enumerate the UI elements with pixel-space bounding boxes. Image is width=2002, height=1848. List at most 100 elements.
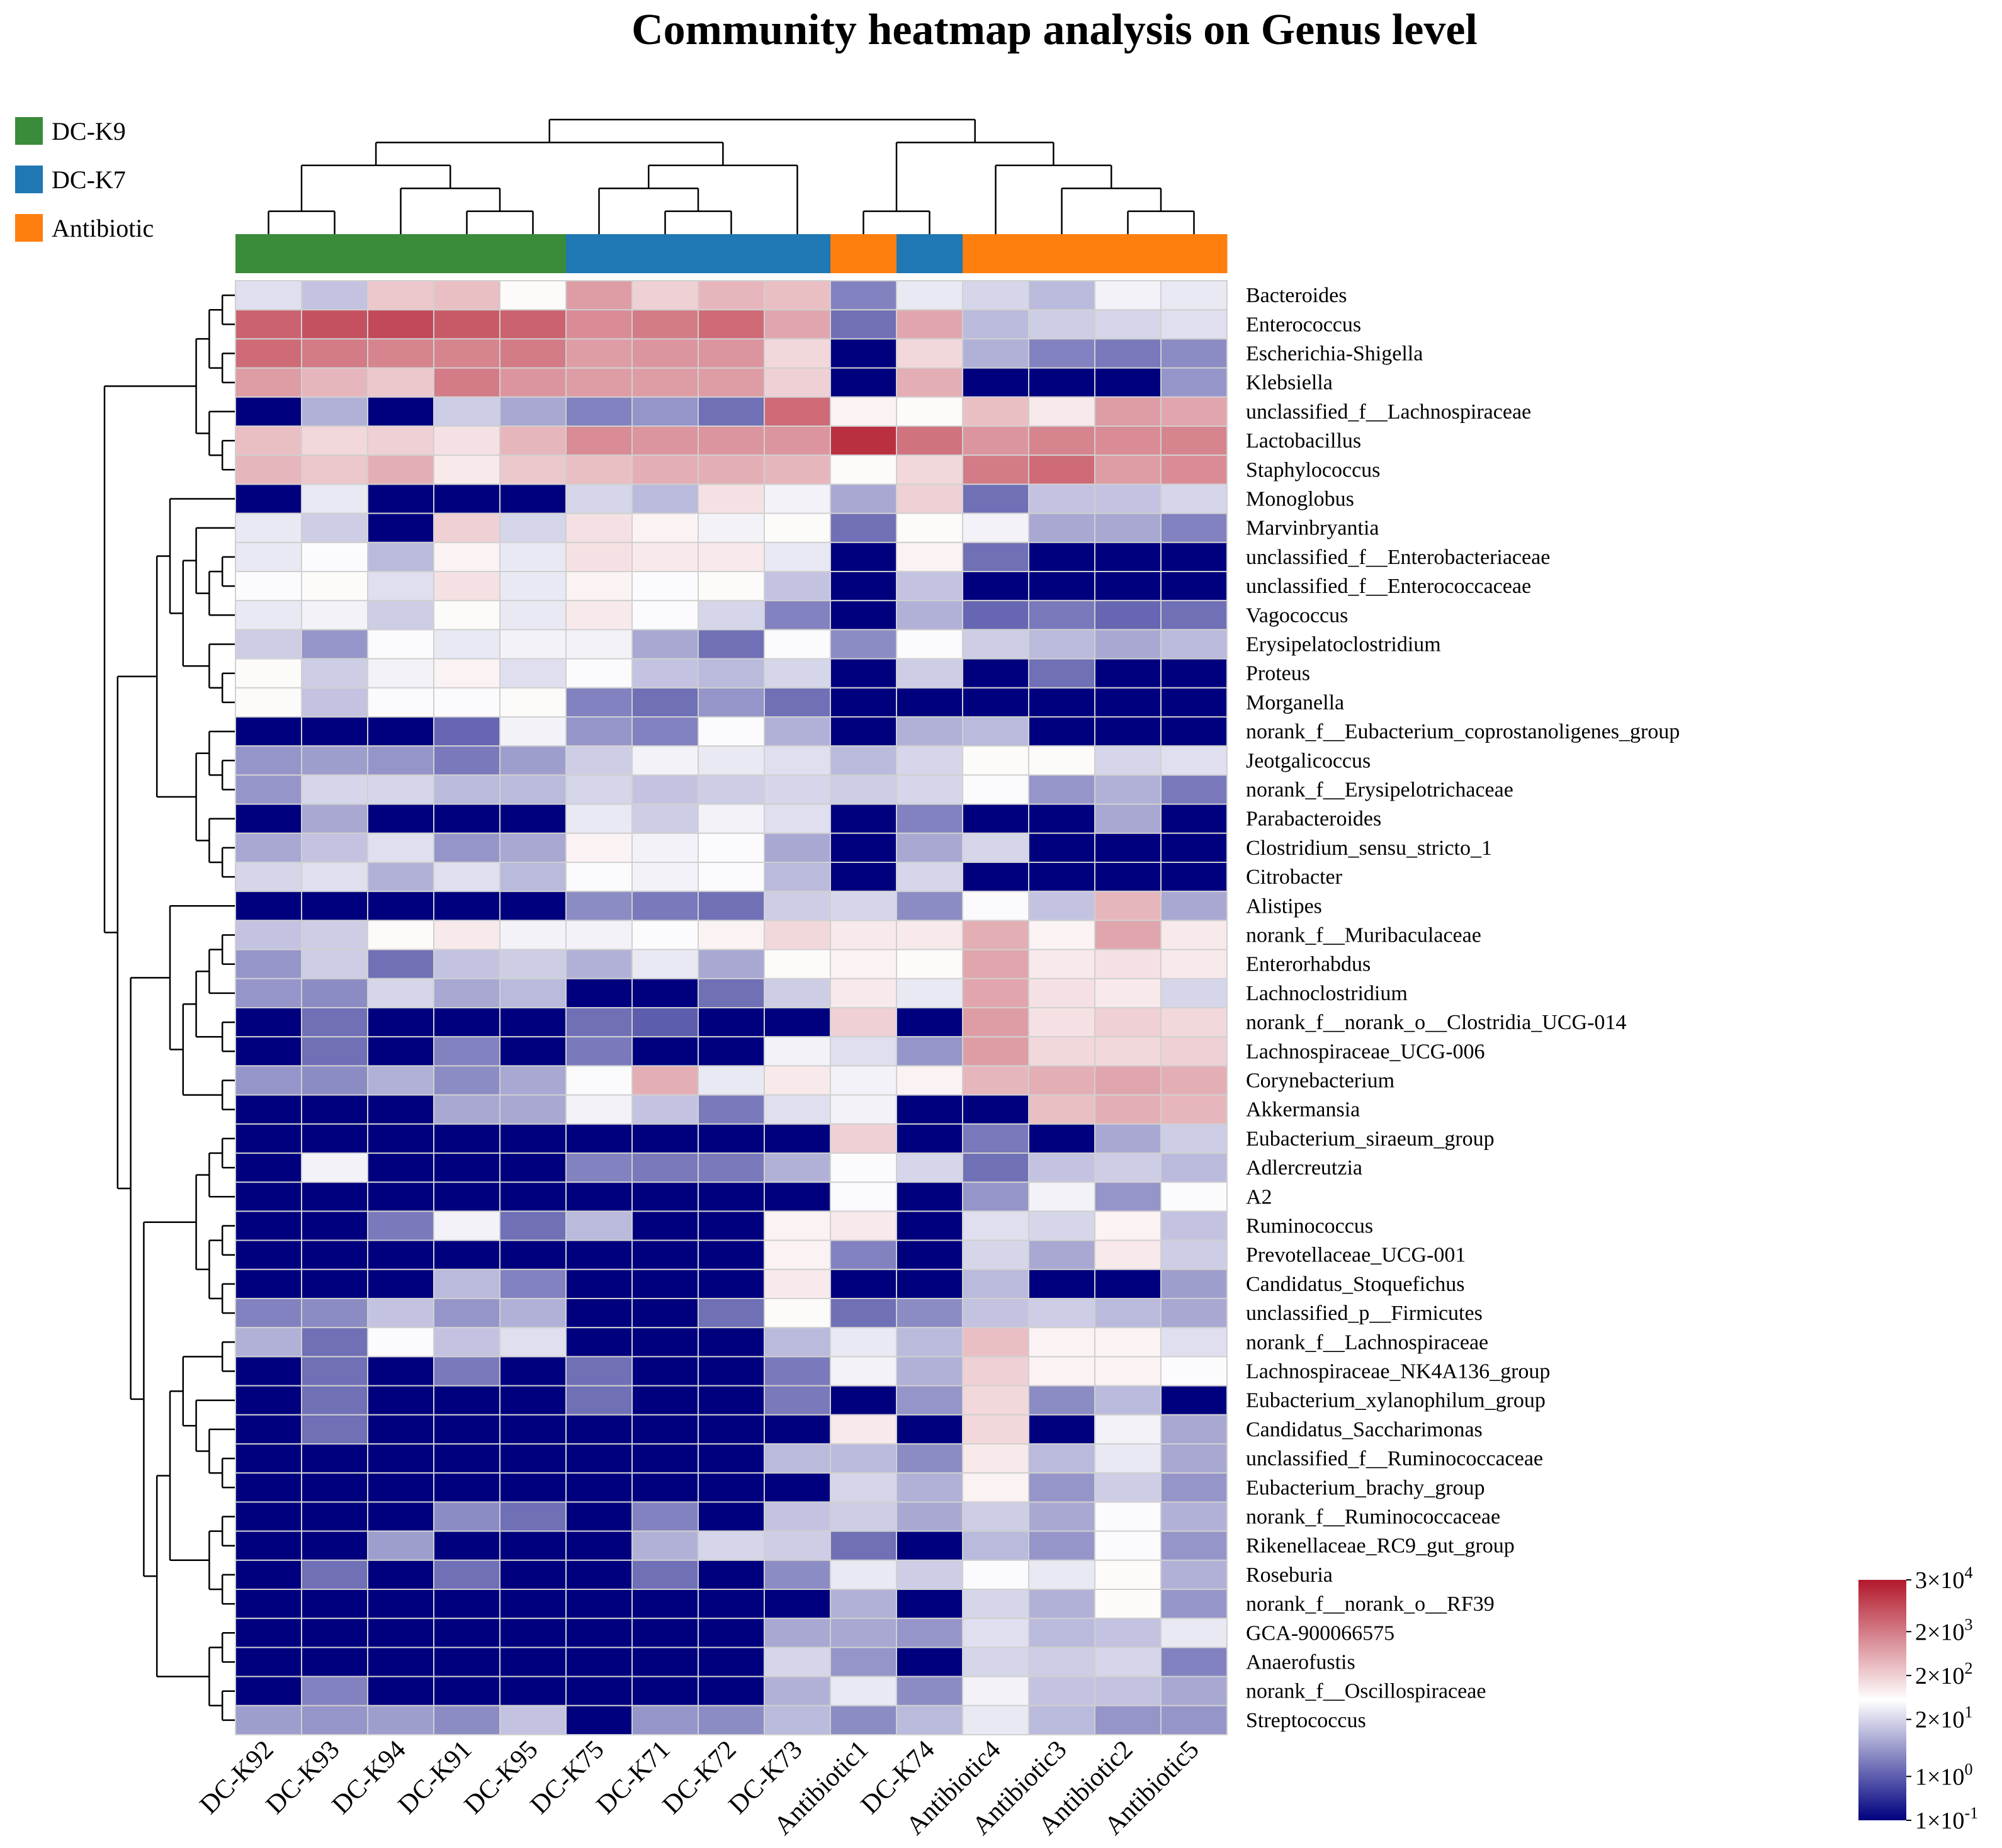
row-label: Ruminococcus bbox=[1246, 1215, 1373, 1238]
column-label: DC-K94 bbox=[327, 1735, 412, 1820]
heatmap-cell bbox=[1160, 1385, 1228, 1416]
heatmap-cell bbox=[830, 1210, 897, 1241]
heatmap-cell bbox=[896, 1559, 963, 1591]
group-bar-segment bbox=[830, 234, 897, 273]
row-label: Clostridium_sensu_stricto_1 bbox=[1246, 837, 1492, 860]
heatmap-cell bbox=[1160, 978, 1228, 1009]
heatmap-cell bbox=[1094, 658, 1162, 689]
heatmap-cell bbox=[367, 803, 434, 834]
heatmap-cell bbox=[698, 600, 765, 631]
heatmap-cell bbox=[367, 1181, 434, 1212]
heatmap-cell bbox=[698, 1501, 765, 1532]
row-label: A2 bbox=[1246, 1185, 1272, 1209]
heatmap-cell bbox=[367, 1327, 434, 1358]
column-label: DC-K71 bbox=[591, 1735, 676, 1820]
heatmap-cell bbox=[499, 1327, 567, 1358]
heatmap-cell bbox=[1028, 716, 1095, 747]
heatmap-cell bbox=[896, 1385, 963, 1416]
heatmap-cell bbox=[962, 1356, 1029, 1387]
heatmap-cell bbox=[962, 1472, 1029, 1503]
heatmap-cell bbox=[896, 1356, 963, 1387]
heatmap-cell bbox=[962, 1443, 1029, 1474]
heatmap-cell bbox=[433, 1181, 500, 1212]
heatmap-cell bbox=[830, 1239, 897, 1270]
group-bar-segment bbox=[698, 234, 765, 273]
heatmap-cell bbox=[1160, 891, 1228, 921]
legend-label: Antibiotic bbox=[52, 214, 154, 242]
heatmap-cell bbox=[896, 309, 963, 340]
heatmap-cell bbox=[631, 949, 699, 979]
row-label: Staphylococcus bbox=[1246, 458, 1380, 482]
heatmap-cell bbox=[896, 687, 963, 718]
heatmap-cell bbox=[830, 1414, 897, 1445]
row-label: Candidatus_Stoquefichus bbox=[1246, 1273, 1465, 1296]
heatmap-cell bbox=[499, 541, 567, 572]
heatmap-cell bbox=[830, 338, 897, 369]
heatmap-cell bbox=[565, 1414, 633, 1445]
heatmap-cell bbox=[1160, 280, 1228, 311]
heatmap-cell bbox=[631, 1210, 699, 1241]
heatmap-cell bbox=[698, 1327, 765, 1358]
heatmap-cell bbox=[631, 425, 699, 456]
heatmap-cell bbox=[830, 454, 897, 485]
heatmap-cell bbox=[698, 425, 765, 456]
row-label: Escherichia-Shigella bbox=[1246, 342, 1423, 366]
heatmap-cell bbox=[896, 774, 963, 805]
heatmap-cell bbox=[1160, 600, 1228, 631]
heatmap-cell bbox=[962, 454, 1029, 485]
heatmap-cell bbox=[1160, 949, 1228, 979]
heatmap-cell bbox=[1160, 1298, 1228, 1329]
heatmap-cell bbox=[1094, 541, 1162, 572]
heatmap-cell bbox=[235, 1298, 302, 1329]
heatmap-cell bbox=[1094, 687, 1162, 718]
heatmap-cell bbox=[499, 1589, 567, 1620]
heatmap-cell bbox=[1094, 367, 1162, 398]
heatmap-cell bbox=[565, 338, 633, 369]
heatmap-cell bbox=[631, 600, 699, 631]
heatmap-cell bbox=[698, 658, 765, 689]
heatmap-cell bbox=[896, 1123, 963, 1154]
heatmap-cell bbox=[830, 1152, 897, 1183]
heatmap-cell bbox=[896, 1443, 963, 1474]
row-label: norank_f__Muribaculaceae bbox=[1246, 924, 1481, 947]
heatmap-cell bbox=[830, 745, 897, 776]
heatmap-cell bbox=[565, 1036, 633, 1067]
heatmap-cell bbox=[631, 1065, 699, 1096]
heatmap-cell bbox=[367, 1559, 434, 1591]
heatmap-cell bbox=[1028, 280, 1095, 311]
heatmap-cell bbox=[1160, 1268, 1228, 1300]
heatmap-cell bbox=[433, 745, 500, 776]
heatmap-cell bbox=[631, 512, 699, 543]
heatmap-cell bbox=[565, 1268, 633, 1300]
heatmap-cell bbox=[962, 1647, 1029, 1677]
heatmap-cell bbox=[1028, 1704, 1095, 1736]
heatmap-cell bbox=[1094, 1123, 1162, 1154]
heatmap-cell bbox=[631, 1501, 699, 1532]
heatmap-cell bbox=[565, 541, 633, 572]
heatmap-cell bbox=[1160, 1472, 1228, 1503]
heatmap-cell bbox=[698, 1123, 765, 1154]
heatmap-cell bbox=[1028, 396, 1095, 427]
heatmap-cell bbox=[367, 1414, 434, 1445]
heatmap-cell bbox=[301, 1152, 368, 1183]
heatmap-cell bbox=[235, 600, 302, 631]
heatmap-cell bbox=[896, 454, 963, 485]
heatmap-cell bbox=[499, 1123, 567, 1154]
heatmap-cell bbox=[698, 687, 765, 718]
heatmap-cell bbox=[698, 571, 765, 602]
heatmap-cell bbox=[1160, 1443, 1228, 1474]
heatmap-cell bbox=[830, 541, 897, 572]
heatmap-cell bbox=[962, 1210, 1029, 1241]
row-label: Eubacterium_siraeum_group bbox=[1246, 1127, 1495, 1151]
heatmap-cell bbox=[367, 978, 434, 1009]
heatmap-cell bbox=[565, 862, 633, 893]
heatmap-cell bbox=[896, 1298, 963, 1329]
heatmap-cell bbox=[367, 1356, 434, 1387]
color-scale-tick-label: 2×101 bbox=[1915, 1703, 1972, 1733]
heatmap-cell bbox=[565, 891, 633, 921]
heatmap-cell bbox=[433, 1036, 500, 1067]
row-dendrogram bbox=[103, 294, 235, 1721]
heatmap-cell bbox=[1028, 309, 1095, 340]
heatmap-cell bbox=[433, 1210, 500, 1241]
heatmap-cell bbox=[698, 1036, 765, 1067]
